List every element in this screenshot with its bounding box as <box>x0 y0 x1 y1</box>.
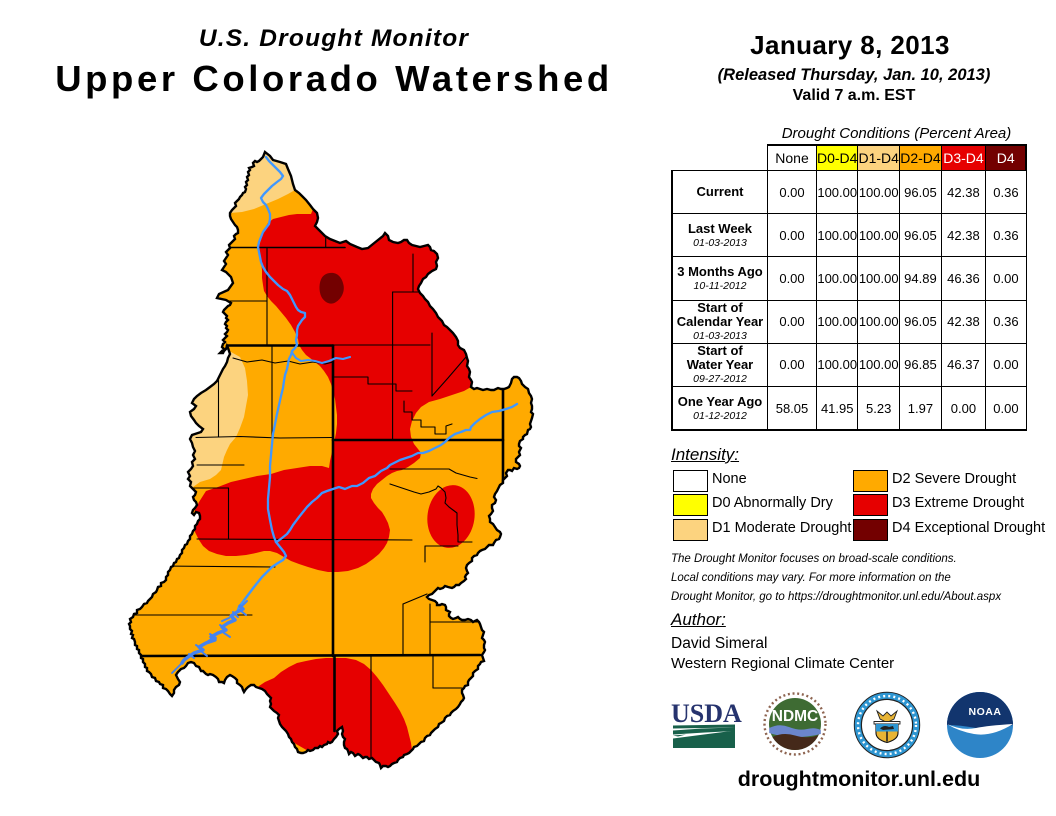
svg-text:NOAA: NOAA <box>969 706 1002 718</box>
svg-text:USDA: USDA <box>671 699 742 728</box>
svg-text:NDMC: NDMC <box>772 708 819 725</box>
